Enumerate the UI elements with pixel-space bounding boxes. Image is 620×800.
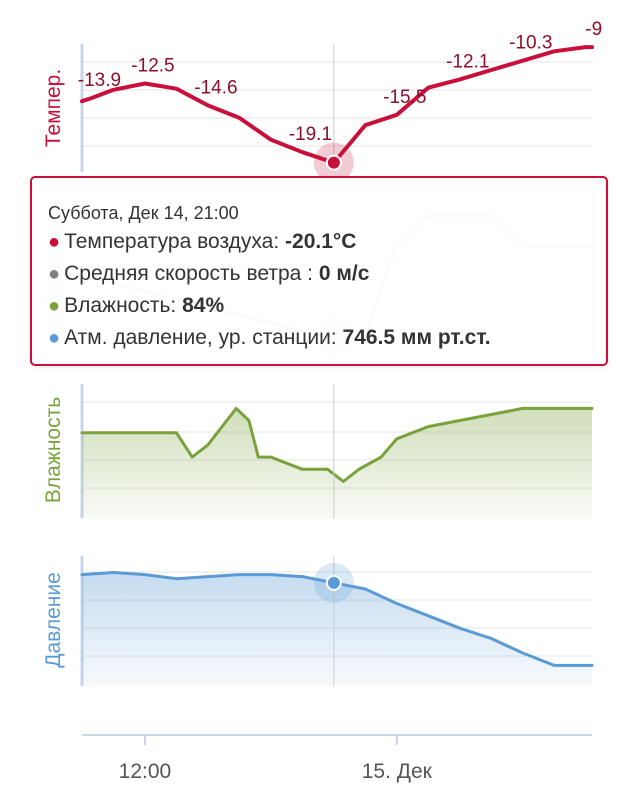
hover-marker[interactable] <box>325 574 342 591</box>
tooltip-row-temperature: ● Температура воздуха: -20.1°C <box>48 230 356 254</box>
tooltip-pressure-value: 746.5 мм рт.ст. <box>342 326 491 349</box>
data-label: -10.3 <box>509 33 552 54</box>
y-axis-title: Темпер. <box>42 69 65 147</box>
tooltip-wind-label: Средняя скорость ветра : <box>64 262 313 285</box>
tooltip-row-humidity: ● Влажность: 84% <box>48 294 224 318</box>
x-tick-label: 12:00 <box>119 760 172 783</box>
data-label: -14.6 <box>194 77 237 98</box>
series-area <box>82 572 592 686</box>
tooltip-row-pressure: ● Атм. давление, ур. станции: 746.5 мм рт… <box>48 326 491 350</box>
data-label: -12.1 <box>446 51 489 72</box>
panel-3: Давление <box>42 556 594 686</box>
panel-0: -13.9 -12.5 -14.6 -19.1 -15.5 -12.1 -10.3 -9 Тем… <box>42 19 602 183</box>
data-label: -12.5 <box>131 56 174 77</box>
tooltip-row-wind: ● Средняя скорость ветра : 0 м/с <box>48 262 369 286</box>
humidity-dot-icon: ● <box>48 295 61 317</box>
tooltip-temperature-label: Температура воздуха: <box>64 230 280 253</box>
series-line <box>80 406 594 483</box>
series-area <box>82 408 592 518</box>
data-label: -15.5 <box>383 87 426 108</box>
temperature-dot-icon: ● <box>48 231 61 253</box>
tooltip-humidity-label: Влажность: <box>64 294 177 317</box>
tooltip: Суббота, Дек 14, 21:00 ● Температура возд… <box>30 176 608 366</box>
tooltip-temperature-value: -20.1°C <box>285 230 357 253</box>
tooltip-wind-value: 0 м/с <box>318 262 370 285</box>
x-axis: 12:00 15. Дек <box>82 734 592 783</box>
tooltip-title: Суббота, Дек 14, 21:00 <box>48 203 239 223</box>
tooltip-humidity-value: 84% <box>182 294 225 317</box>
data-label: -13.9 <box>78 70 121 91</box>
y-axis-title: Давление <box>42 572 65 668</box>
x-tick-label: 15. Дек <box>362 760 433 783</box>
data-label: -19.1 <box>289 124 332 145</box>
wind-dot-icon: ● <box>48 263 61 285</box>
pressure-dot-icon: ● <box>48 327 61 349</box>
data-label: -9 <box>585 19 602 40</box>
tooltip-pressure-label: Атм. давление, ур. станции: <box>64 326 337 349</box>
y-axis-title: Влажность <box>42 397 65 503</box>
hover-marker[interactable] <box>325 154 342 171</box>
panel-2: Влажность <box>42 384 594 518</box>
